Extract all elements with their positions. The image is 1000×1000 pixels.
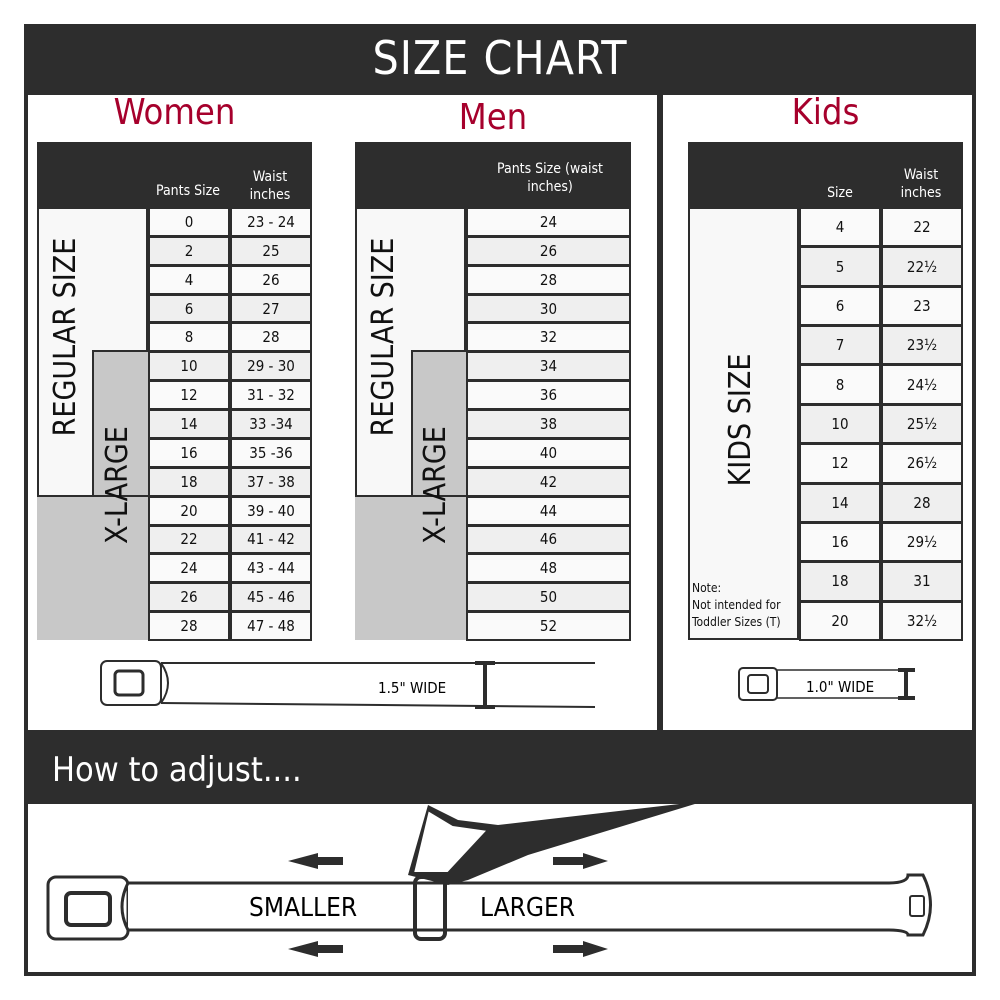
men-cell-waist: 44 [466,495,631,526]
kids-cell-waist: 24½ [881,364,963,405]
women-cell-size: 24 [148,553,230,584]
kids-cell-size: 6 [799,285,881,327]
men-xlarge-band-lower [355,495,466,640]
adult-belt-icon [100,660,596,709]
men-cell-waist: 42 [466,466,631,497]
kids-belt-width: 1.0" WIDE [806,678,875,696]
women-cell-waist: 41 - 42 [230,524,312,555]
women-cell-waist: 47 - 48 [230,611,312,641]
kids-cell-size: 16 [799,521,881,563]
women-cell-size: 10 [148,351,230,382]
kids-cell-size: 18 [799,561,881,602]
women-cell-size: 2 [148,235,230,266]
women-regular-label: REGULAR SIZE [48,237,83,437]
kids-heading: Kids [791,92,860,133]
men-cell-waist: 30 [466,293,631,324]
men-table-header: Pants Size (waist inches) [355,142,631,207]
page-title: SIZE CHART [372,31,628,85]
women-cell-size: 26 [148,582,230,613]
men-xlarge-label: X-LARGE [418,426,453,544]
men-cell-waist: 48 [466,553,631,584]
women-col-waist: Waist inches [249,169,291,203]
women-xlarge-band-lower [37,495,148,640]
divider [657,95,663,732]
note-title: Note: [692,581,722,595]
men-heading: Men [458,97,528,138]
women-cell-waist: 37 - 38 [230,466,312,497]
kids-cell-size: 5 [799,246,881,287]
women-cell-size: 0 [148,207,230,237]
kids-cell-size: 4 [799,207,881,248]
smaller-label: SMALLER [249,893,358,923]
kids-col-waist: Waist inches [900,167,942,201]
adjust-belt-illustration [46,800,932,957]
kids-cell-waist: 26½ [881,443,963,484]
women-cell-size: 12 [148,380,230,411]
men-cell-waist: 50 [466,582,631,613]
kids-table-header: Size Waist inches [688,142,963,207]
men-cell-waist: 40 [466,437,631,468]
adult-belt-width: 1.5" WIDE [378,679,447,697]
kids-cell-size: 8 [799,364,881,405]
kids-cell-size: 10 [799,403,881,445]
men-cell-waist: 34 [466,351,631,382]
kids-belt-icon [738,667,915,701]
women-cell-size: 16 [148,437,230,468]
men-cell-waist: 32 [466,322,631,353]
men-cell-waist: 24 [466,207,631,237]
women-heading: Women [113,92,236,133]
women-cell-size: 22 [148,524,230,555]
kids-cell-waist: 29½ [881,521,963,563]
men-cell-waist: 38 [466,409,631,439]
kids-cell-size: 12 [799,443,881,484]
women-cell-waist: 33 -34 [230,409,312,439]
kids-cell-waist: 23½ [881,325,963,366]
larger-label: LARGER [480,893,576,923]
women-cell-size: 6 [148,293,230,324]
women-cell-waist: 35 -36 [230,437,312,468]
kids-cell-waist: 32½ [881,600,963,641]
women-cell-waist: 45 - 46 [230,582,312,613]
women-cell-waist: 31 - 32 [230,380,312,411]
women-cell-size: 4 [148,264,230,295]
men-cell-waist: 36 [466,380,631,411]
kids-cell-waist: 23 [881,285,963,327]
women-cell-size: 14 [148,409,230,439]
kids-cell-waist: 25½ [881,403,963,445]
women-cell-size: 28 [148,611,230,641]
women-cell-waist: 25 [230,235,312,266]
kids-note: Note: Not intended for Toddler Sizes (T) [692,580,796,631]
kids-cell-waist: 31 [881,561,963,602]
women-cell-waist: 43 - 44 [230,553,312,584]
women-cell-size: 20 [148,495,230,526]
kids-cell-size: 14 [799,482,881,523]
kids-label-column [688,207,799,640]
men-col-pants: Pants Size (waist inches) [497,161,603,195]
adjust-heading: How to adjust.... [24,732,976,802]
men-cell-waist: 46 [466,524,631,555]
note-text: Not intended for Toddler Sizes (T) [692,598,781,629]
kids-cell-size: 7 [799,325,881,366]
women-xlarge-label: X-LARGE [100,426,135,544]
women-col-pants: Pants Size [155,183,221,199]
women-cell-waist: 28 [230,322,312,353]
kids-col-size: Size [827,185,853,201]
women-cell-waist: 39 - 40 [230,495,312,526]
kids-cell-waist: 28 [881,482,963,523]
women-cell-size: 18 [148,466,230,497]
kids-cell-waist: 22 [881,207,963,248]
kids-size-label: KIDS SIZE [723,353,758,487]
women-table-header: Pants Size Waist inches [37,142,312,207]
women-cell-waist: 27 [230,293,312,324]
men-cell-waist: 28 [466,264,631,295]
men-cell-waist: 26 [466,235,631,266]
women-cell-waist: 29 - 30 [230,351,312,382]
women-cell-waist: 23 - 24 [230,207,312,237]
men-regular-label: REGULAR SIZE [366,237,401,437]
women-cell-waist: 26 [230,264,312,295]
women-cell-size: 8 [148,322,230,353]
men-cell-waist: 52 [466,611,631,641]
kids-cell-size: 20 [799,600,881,641]
kids-cell-waist: 22½ [881,246,963,287]
